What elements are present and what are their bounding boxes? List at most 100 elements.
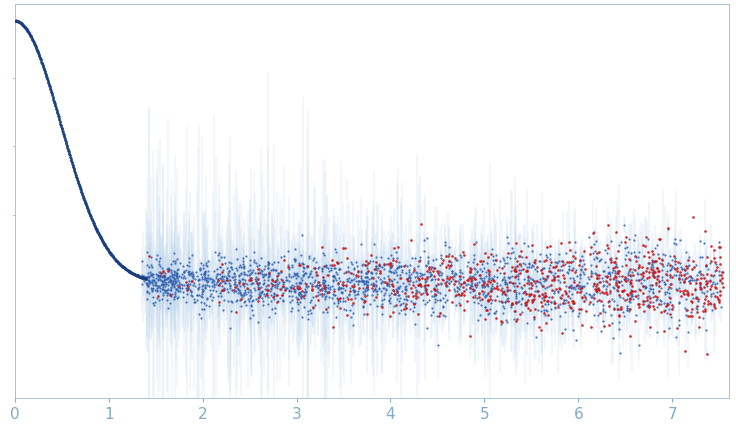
Point <box>553 251 565 258</box>
Point <box>328 273 339 280</box>
Point <box>229 281 241 288</box>
Point <box>456 283 468 290</box>
Point <box>477 282 489 289</box>
Point <box>510 317 522 324</box>
Point <box>166 292 177 299</box>
Point <box>647 269 659 276</box>
Point <box>605 312 617 319</box>
Point <box>238 271 250 278</box>
Point <box>158 268 169 275</box>
Point <box>517 285 528 292</box>
Point <box>144 278 156 285</box>
Point <box>300 285 311 292</box>
Point <box>208 277 219 284</box>
Point <box>405 271 417 277</box>
Point <box>576 288 587 295</box>
Point <box>686 291 698 298</box>
Point <box>300 288 311 295</box>
Point <box>231 266 243 273</box>
Point <box>697 307 709 314</box>
Point <box>280 284 292 291</box>
Point <box>638 277 650 284</box>
Point <box>389 291 400 298</box>
Point <box>622 303 634 310</box>
Point <box>541 275 553 282</box>
Point <box>196 314 208 321</box>
Point <box>386 261 398 268</box>
Point <box>528 263 539 270</box>
Point <box>566 291 578 298</box>
Point <box>333 285 344 292</box>
Point <box>420 291 432 298</box>
Point <box>713 267 725 274</box>
Point <box>401 262 413 269</box>
Point <box>201 278 213 285</box>
Point <box>344 306 355 313</box>
Point <box>431 285 443 292</box>
Point <box>673 322 684 329</box>
Point <box>551 273 563 280</box>
Point <box>490 285 502 292</box>
Point <box>392 263 403 270</box>
Point <box>218 277 230 284</box>
Point <box>639 283 651 290</box>
Point <box>481 268 492 275</box>
Point <box>353 288 364 295</box>
Point <box>215 276 227 283</box>
Point <box>450 257 462 264</box>
Point <box>452 284 464 291</box>
Point <box>276 276 288 283</box>
Point <box>164 277 176 284</box>
Point <box>613 268 625 275</box>
Point <box>588 241 600 248</box>
Point <box>710 284 721 291</box>
Point <box>414 281 426 288</box>
Point <box>575 284 587 291</box>
Point <box>649 245 661 252</box>
Point <box>462 277 474 284</box>
Point <box>454 301 466 308</box>
Point <box>514 253 526 260</box>
Point <box>224 284 236 291</box>
Point <box>648 271 659 278</box>
Point <box>531 277 542 284</box>
Point <box>169 257 181 264</box>
Point <box>213 251 224 258</box>
Point <box>662 225 673 232</box>
Point <box>280 277 292 284</box>
Point <box>246 302 258 309</box>
Point <box>568 284 580 291</box>
Point <box>486 288 498 295</box>
Point <box>569 268 581 275</box>
Point <box>269 281 281 288</box>
Point <box>501 288 513 295</box>
Point <box>214 274 226 281</box>
Point <box>286 307 297 314</box>
Point <box>607 283 619 290</box>
Point <box>630 312 642 319</box>
Point <box>309 264 321 271</box>
Point <box>355 277 367 284</box>
Point <box>155 282 166 289</box>
Point <box>278 284 290 291</box>
Point <box>621 244 633 251</box>
Point <box>458 279 470 286</box>
Point <box>296 277 308 284</box>
Point <box>198 305 210 312</box>
Point <box>689 286 701 293</box>
Point <box>233 271 245 278</box>
Point <box>270 277 282 284</box>
Point <box>345 258 357 265</box>
Point <box>478 284 490 291</box>
Point <box>378 261 390 268</box>
Point <box>626 287 638 294</box>
Point <box>583 300 595 307</box>
Point <box>216 292 227 299</box>
Point <box>239 297 251 304</box>
Point <box>262 277 274 284</box>
Point <box>701 287 713 294</box>
Point <box>541 308 553 315</box>
Point <box>526 262 538 269</box>
Point <box>404 274 416 281</box>
Point <box>425 312 436 319</box>
